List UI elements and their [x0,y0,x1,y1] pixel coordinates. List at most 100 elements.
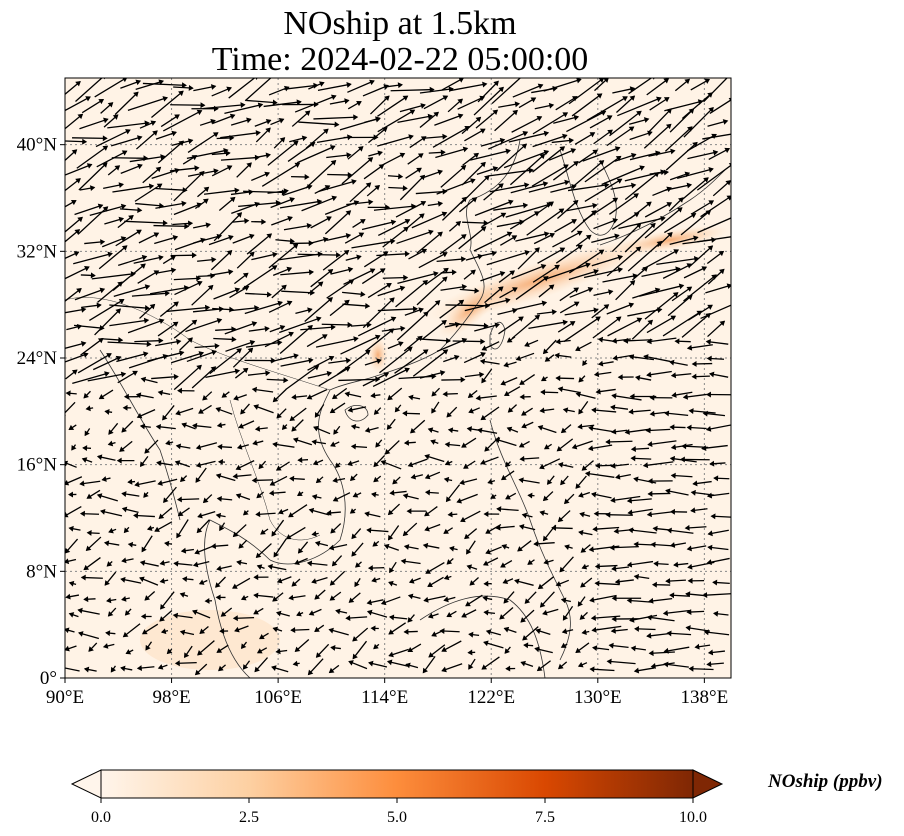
wind-arrow-head [345,357,352,364]
wind-arrow-shaft [646,78,669,96]
wind-arrow-head [633,541,639,548]
wind-arrow-shaft [532,134,567,148]
wind-arrow-shaft [494,110,518,132]
wind-arrow-head [289,475,295,482]
wind-arrow-head [127,541,134,548]
wind-arrow-head [732,215,736,219]
wind-arrow-shaft [709,99,731,114]
wind-arrow-head [666,527,672,534]
wind-arrow-shaft [421,320,447,340]
wind-arrow-shaft [284,84,318,90]
wind-arrow-head [84,266,90,272]
wind-arrow-head [304,110,311,116]
wind-arrow-head [481,377,487,384]
wind-arrow-head [249,339,256,346]
wind-arrow-head [195,477,201,483]
wind-arrow-shaft [74,288,105,301]
wind-arrow-shaft [617,97,662,117]
wind-arrow-head [68,491,74,498]
wind-arrow-head [630,446,636,453]
wind-arrow-head [210,84,217,90]
wind-arrow-head [121,150,128,156]
wind-arrow-head [229,196,236,203]
wind-arrow-head [728,73,732,77]
wind-arrow-head [104,371,110,377]
wind-arrow-head [306,560,313,567]
wind-arrow-head [81,457,88,463]
wind-arrow-head [125,649,132,655]
wind-arrow-head [639,165,645,171]
wind-arrow-head [197,650,203,656]
wind-arrow-shaft [703,593,731,596]
wind-arrow-head [390,316,397,322]
wind-arrow-head [71,444,77,451]
wind-arrow-head [543,559,549,565]
wind-arrow-head [712,149,719,156]
wind-arrow-head [571,183,577,190]
wind-arrow-head [500,212,507,218]
wind-arrow-head [276,412,282,419]
wind-arrow-shaft [73,324,104,329]
wind-arrow-head [345,210,352,216]
wind-arrow-head [541,300,548,307]
wind-arrow-shaft [628,529,657,534]
wind-arrow-head [275,648,281,655]
wind-arrow-head [725,180,731,186]
wind-arrow-head [162,220,168,226]
wind-arrow-head [686,286,693,292]
wind-arrow-head [71,149,78,155]
wind-arrow-head [65,415,66,417]
wind-arrow-head [165,439,171,446]
wind-arrow-head [417,153,424,159]
wind-arrow-head [702,592,708,599]
wind-arrow-head [366,321,372,328]
wind-arrow-head [265,370,271,377]
wind-arrow-head [634,375,641,381]
wind-arrow-head [492,109,499,115]
wind-arrow-head [187,138,194,145]
wind-arrow-shaft [566,204,597,212]
wind-arrow-head [314,412,321,418]
wind-arrow-head [65,390,71,397]
wind-arrow-head [83,392,89,399]
wind-arrow-head [360,291,366,298]
wind-arrow-shaft [280,359,313,367]
wind-arrow-head [80,341,87,347]
wind-arrow-head [359,219,366,225]
wind-arrow-head [261,218,267,225]
wind-arrow-head [627,509,633,516]
wind-arrow-head [686,344,693,351]
wind-arrow-head [141,254,148,261]
wind-arrow-head [424,525,430,532]
wind-arrow-head [335,608,341,615]
wind-arrow-head [306,222,312,229]
wind-arrow-head [688,408,694,414]
wind-arrow-head [527,559,533,565]
wind-arrow-head [592,645,598,652]
wind-arrow-head [441,666,447,673]
wind-arrow-head [630,645,636,652]
wind-arrow-head [630,455,636,462]
wind-arrow-shaft [283,224,312,231]
wind-arrow-head [485,528,491,534]
wind-arrow-head [712,579,718,586]
wind-arrow-shaft [396,311,429,341]
wind-arrow-head [539,510,545,516]
wind-arrow-head [330,159,337,166]
wind-arrow-head [503,626,510,633]
wind-arrow-head [628,354,635,360]
wind-arrow-head [236,443,243,450]
wind-arrow-head [102,206,109,212]
wind-arrow-head [260,529,266,535]
wind-arrow-head [693,235,699,242]
wind-arrow-head [176,532,182,539]
wind-arrow-head [144,595,151,601]
wind-arrow-shaft [606,303,634,315]
wind-arrow-head [269,480,276,486]
wind-arrow-head [146,525,153,532]
wind-arrow-head [446,411,452,418]
wind-arrow-head [358,232,365,238]
wind-arrow-shaft [173,319,197,339]
wind-arrow-head [349,475,356,482]
wind-arrow-shaft [80,338,104,356]
